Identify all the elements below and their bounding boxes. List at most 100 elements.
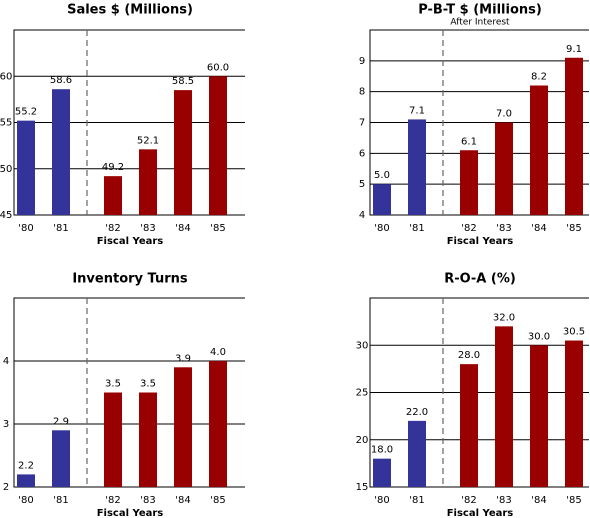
value-label: 6.1 [461, 136, 477, 147]
y-tick-label: 45 [0, 210, 12, 221]
bar [17, 474, 35, 487]
x-tick-label: '84 [175, 223, 190, 234]
value-label: 30.0 [528, 331, 550, 342]
value-label: 52.1 [137, 135, 159, 146]
value-label: 18.0 [371, 445, 393, 456]
value-label: 28.0 [458, 350, 480, 361]
x-tick-label: '82 [461, 223, 476, 234]
bar [495, 122, 513, 215]
x-axis-label: Fiscal Years [447, 508, 514, 518]
x-axis-label: Fiscal Years [97, 508, 164, 518]
y-tick-label: 25 [356, 388, 369, 399]
bar [174, 90, 192, 215]
bar [104, 392, 122, 487]
value-label: 8.2 [531, 72, 547, 83]
value-label: 55.2 [15, 107, 37, 118]
chart-subtitle: After Interest [450, 18, 510, 28]
value-label: 58.6 [50, 75, 72, 86]
plot-frame [369, 29, 589, 216]
x-axis-label: Fiscal Years [447, 236, 514, 247]
x-tick-label: '81 [53, 223, 68, 234]
value-label: 30.5 [563, 327, 585, 338]
plot-frame [13, 297, 245, 488]
bar [408, 119, 426, 215]
x-axis-label: Fiscal Years [97, 236, 164, 247]
bar [495, 326, 513, 487]
x-tick-label: '83 [140, 223, 155, 234]
x-tick-label: '82 [105, 223, 120, 234]
value-label: 4.0 [210, 347, 226, 358]
chart-title: P-B-T $ (Millions) [418, 3, 542, 18]
x-tick-label: '82 [105, 495, 120, 506]
bar [373, 184, 391, 215]
y-tick-label: 30 [356, 340, 369, 351]
x-tick-label: '83 [496, 223, 511, 234]
x-tick-label: '85 [566, 223, 581, 234]
bar [530, 85, 548, 215]
bar [565, 57, 583, 215]
value-label: 2.2 [18, 460, 34, 471]
bar [209, 361, 227, 487]
value-label: 22.0 [406, 407, 428, 418]
value-label: 58.5 [172, 76, 194, 87]
bar [460, 364, 478, 487]
value-label: 5.0 [374, 170, 390, 181]
x-tick-label: '84 [175, 495, 190, 506]
bar [565, 340, 583, 487]
y-tick-label: 60 [0, 71, 12, 82]
x-tick-label: '82 [461, 495, 476, 506]
x-tick-label: '81 [409, 495, 424, 506]
x-tick-label: '80 [374, 223, 389, 234]
chart-title: Sales $ (Millions) [67, 3, 193, 18]
x-tick-label: '80 [374, 495, 389, 506]
bar [530, 345, 548, 487]
bar [52, 89, 70, 215]
x-tick-label: '83 [496, 495, 511, 506]
x-tick-label: '83 [140, 495, 155, 506]
y-tick-label: 4 [359, 210, 365, 221]
bar [174, 367, 192, 487]
y-tick-label: 15 [356, 482, 369, 493]
y-tick-label: 20 [356, 435, 369, 446]
y-tick-label: 8 [359, 87, 365, 98]
value-label: 3.5 [105, 379, 121, 390]
value-label: 9.1 [566, 44, 582, 55]
value-label: 60.0 [207, 62, 229, 73]
y-tick-label: 7 [359, 118, 365, 129]
y-tick-label: 4 [3, 356, 9, 367]
plot-frame [13, 29, 245, 216]
value-label: 3.9 [175, 353, 191, 364]
bar [52, 430, 70, 487]
value-label: 49.2 [102, 162, 124, 173]
value-label: 2.9 [53, 416, 69, 427]
y-tick-label: 3 [3, 419, 9, 430]
y-tick-label: 50 [0, 164, 12, 175]
bar [373, 458, 391, 487]
chart-title: R-O-A (%) [444, 272, 516, 287]
x-tick-label: '85 [210, 223, 225, 234]
y-tick-label: 9 [359, 56, 365, 67]
x-tick-label: '81 [409, 223, 424, 234]
bar [139, 392, 157, 487]
bar [139, 149, 157, 215]
y-tick-label: 2 [3, 482, 9, 493]
y-tick-label: 55 [0, 118, 12, 129]
value-label: 7.0 [496, 109, 512, 120]
x-tick-label: '80 [18, 223, 33, 234]
x-tick-label: '84 [531, 495, 546, 506]
y-tick-label: 6 [359, 148, 365, 159]
x-tick-label: '80 [18, 495, 33, 506]
chart-title: Inventory Turns [72, 272, 188, 287]
bar [17, 120, 35, 215]
value-label: 3.5 [140, 379, 156, 390]
plot-frame [369, 297, 589, 488]
x-tick-label: '85 [566, 495, 581, 506]
bar [209, 76, 227, 215]
x-tick-label: '81 [53, 495, 68, 506]
x-tick-label: '85 [210, 495, 225, 506]
value-label: 7.1 [409, 105, 425, 116]
x-tick-label: '84 [531, 223, 546, 234]
bar [408, 420, 426, 487]
bar [104, 176, 122, 215]
